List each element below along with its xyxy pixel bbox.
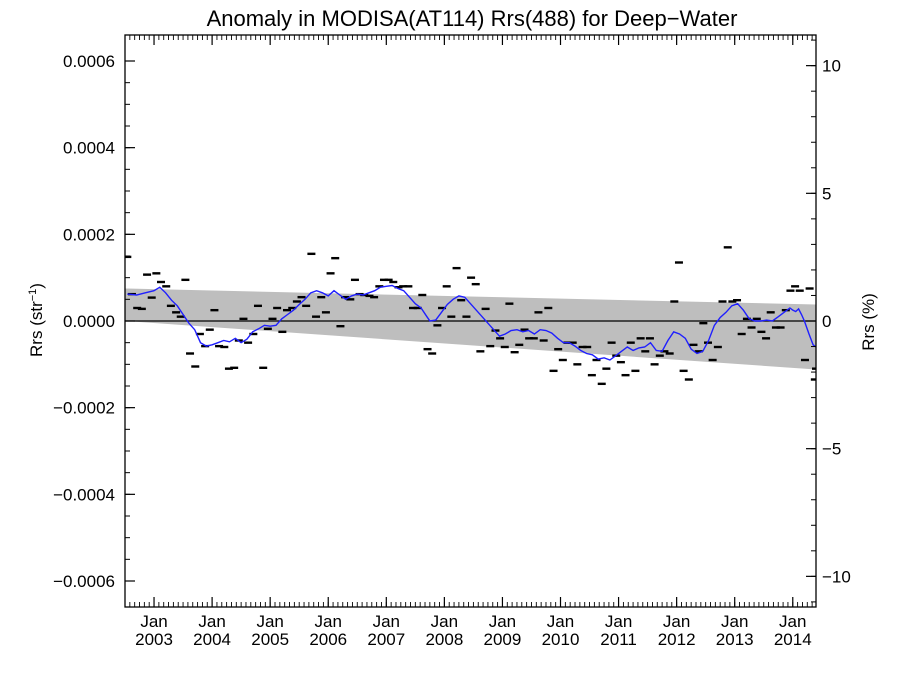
- x-tick-label-year: 2006: [309, 630, 347, 649]
- y-axis-label-left: Rrs (str−1): [27, 283, 46, 357]
- x-tick-label-month: Jan: [431, 612, 458, 631]
- x-tick-label-month: Jan: [605, 612, 632, 631]
- running-mean-line: [127, 284, 816, 361]
- y-tick-label-left: −0.0004: [53, 485, 115, 504]
- x-tick-label-year: 2013: [716, 630, 754, 649]
- y-tick-label-right: 5: [822, 184, 831, 203]
- x-tick-label-year: 2003: [135, 630, 173, 649]
- x-tick-label-month: Jan: [198, 612, 225, 631]
- y-axis-label-left-sup: −1: [27, 289, 39, 302]
- plot-area: 0.0006 0.0004 0.0002 0.0000 −0.0002 −0.0004 −0…: [53, 34, 851, 649]
- y-axis-label-left-main: Rrs (str: [27, 301, 46, 357]
- x-tick-label-month: Jan: [721, 612, 748, 631]
- y-axis-label-right: Rrs (%): [859, 293, 878, 351]
- y-tick-label-left: 0.0004: [63, 139, 115, 158]
- y-tick-label-left: 0.0002: [63, 225, 115, 244]
- x-tick-label-year: 2007: [367, 630, 405, 649]
- x-tick-label-year: 2009: [484, 630, 522, 649]
- x-tick-label-year: 2004: [193, 630, 231, 649]
- x-tick-label-month: Jan: [489, 612, 516, 631]
- y-tick-label-right: 10: [822, 57, 841, 76]
- x-tick-label-year: 2011: [600, 630, 637, 649]
- x-tick-label-month: Jan: [256, 612, 283, 631]
- x-tick-label-year: 2014: [774, 630, 812, 649]
- x-tick-label-month: Jan: [779, 612, 806, 631]
- chart-title: Anomaly in MODISA(AT114) Rrs(488) for De…: [207, 6, 738, 31]
- y-tick-label-left: 0.0000: [63, 312, 115, 331]
- trend-band: [125, 288, 816, 370]
- x-tick-label-year: 2005: [251, 630, 289, 649]
- x-tick-label-month: Jan: [140, 612, 167, 631]
- x-tick-label-year: 2008: [425, 630, 463, 649]
- y-tick-label-right: 0: [822, 312, 831, 331]
- y-axis-label-left-close: ): [27, 283, 46, 289]
- x-tick-label-month: Jan: [315, 612, 342, 631]
- x-tick-label-year: 2010: [542, 630, 580, 649]
- y-tick-label-right: −5: [822, 440, 841, 459]
- y-tick-label-left: −0.0002: [53, 399, 115, 418]
- x-tick-label-month: Jan: [373, 612, 400, 631]
- y-tick-label-left: 0.0006: [63, 52, 115, 71]
- y-tick-label-right: −10: [822, 567, 851, 586]
- x-tick-label-year: 2012: [658, 630, 696, 649]
- y-tick-label-left: −0.0006: [53, 572, 115, 591]
- x-tick-label-month: Jan: [663, 612, 690, 631]
- x-tick-label-month: Jan: [547, 612, 574, 631]
